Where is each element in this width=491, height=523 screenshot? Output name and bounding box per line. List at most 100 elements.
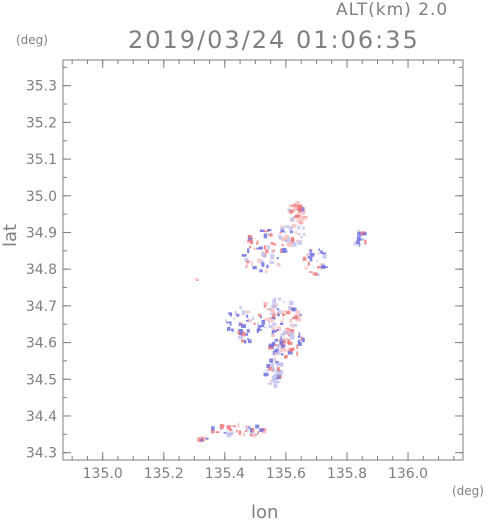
echo-pixel <box>290 217 294 222</box>
echo-pixel <box>211 430 215 434</box>
echo-pixel <box>285 355 288 358</box>
echo-pixel <box>280 370 283 375</box>
echo-pixel <box>244 425 249 428</box>
echo-pixel <box>234 310 237 315</box>
echo-pixel <box>279 341 283 345</box>
echo-pixel <box>298 315 301 320</box>
echo-pixel <box>265 249 269 254</box>
echo-pixel <box>297 201 301 207</box>
echo-pixel <box>266 363 271 369</box>
echo-pixel <box>287 339 290 345</box>
echo-pixel <box>357 229 360 234</box>
echo-pixel <box>297 225 301 230</box>
echo-pixel <box>267 382 272 385</box>
echo-pixel <box>301 212 305 216</box>
echo-pixel <box>292 307 297 312</box>
echo-pixel <box>251 427 255 432</box>
y-tick-label: 34.4 <box>26 409 57 425</box>
echo-pixel <box>252 316 255 321</box>
echo-pixel <box>290 323 292 327</box>
echo-pixel <box>279 338 281 342</box>
echo-pixel <box>270 254 275 260</box>
echo-pixel <box>289 335 295 340</box>
echo-pixel <box>241 310 246 316</box>
echo-pixel <box>252 266 257 270</box>
echo-pixel <box>226 433 231 438</box>
echo-pixel <box>274 305 278 309</box>
echo-pixel <box>287 350 293 355</box>
echo-pixel <box>274 352 279 356</box>
echo-pixel <box>364 239 367 245</box>
y-tick-label: 35.0 <box>26 189 57 205</box>
echo-pixel <box>226 431 228 435</box>
echo-cluster <box>225 306 263 344</box>
echo-pixel <box>256 328 259 333</box>
echo-pixel <box>244 430 248 432</box>
echo-pixel <box>235 429 238 433</box>
echo-pixel <box>272 243 277 246</box>
echo-pixel <box>247 338 249 340</box>
echo-pixel <box>263 301 268 306</box>
y-axis-unit: (deg) <box>16 33 48 47</box>
altitude-label: ALT(km) 2.0 <box>336 0 449 20</box>
echo-pixel <box>271 375 274 381</box>
echo-pixel <box>322 254 327 259</box>
echo-pixel <box>298 205 303 211</box>
echo-pixel <box>238 430 242 435</box>
echo-cluster <box>211 423 267 438</box>
echo-pixel <box>242 432 246 437</box>
echo-pixel <box>246 329 250 333</box>
echo-pixel <box>266 245 271 250</box>
echo-pixel <box>277 326 281 331</box>
echo-pixel <box>298 332 301 337</box>
echo-pixel <box>233 317 236 320</box>
echo-pixel <box>287 237 291 243</box>
echo-pixel <box>268 233 270 236</box>
echo-pixel <box>282 317 285 320</box>
echo-pixel <box>229 321 232 326</box>
echo-pixel <box>237 335 243 340</box>
echo-pixel <box>249 239 254 245</box>
echo-pixel <box>270 316 276 320</box>
y-tick-label: 34.6 <box>26 336 57 352</box>
echo-pixel <box>269 313 274 316</box>
echo-pixel <box>256 247 260 250</box>
echo-pixel <box>215 431 220 434</box>
echo-pixel <box>243 340 247 344</box>
echo-pixel <box>227 326 231 331</box>
echo-pixel <box>296 207 300 211</box>
echo-pixel <box>296 351 299 356</box>
echo-pixel <box>273 380 278 384</box>
echo-pixel <box>286 242 292 247</box>
echo-pixel <box>281 344 286 349</box>
echo-pixel <box>240 331 246 337</box>
echo-pixel <box>260 324 264 328</box>
echo-pixel <box>276 314 280 317</box>
echo-pixel <box>291 204 294 207</box>
echo-pixel <box>255 424 260 429</box>
echo-pixel <box>300 337 303 341</box>
echo-pixel <box>282 313 286 317</box>
echo-pixel <box>276 302 278 307</box>
echo-pixel <box>294 323 298 327</box>
echo-pixel <box>262 428 266 431</box>
echo-pixel <box>300 236 303 239</box>
echo-pixel <box>231 328 234 332</box>
echo-pixel <box>272 367 276 372</box>
echo-pixel <box>259 269 263 273</box>
echo-pixel <box>276 312 280 315</box>
echo-pixel <box>276 362 281 366</box>
echo-pixel <box>282 301 285 304</box>
echo-pixel <box>271 330 277 333</box>
echo-pixel <box>279 248 283 253</box>
echo-pixel <box>273 383 278 389</box>
echo-pixel <box>288 300 294 306</box>
echo-pixel <box>288 226 293 232</box>
echo-pixel <box>247 239 250 243</box>
echo-pixel <box>275 360 279 364</box>
echo-pixel <box>274 344 278 347</box>
echo-pixel <box>249 245 252 249</box>
y-tick-label: 35.3 <box>26 79 57 95</box>
echo-pixel <box>291 307 295 312</box>
echo-pixel <box>248 339 252 344</box>
